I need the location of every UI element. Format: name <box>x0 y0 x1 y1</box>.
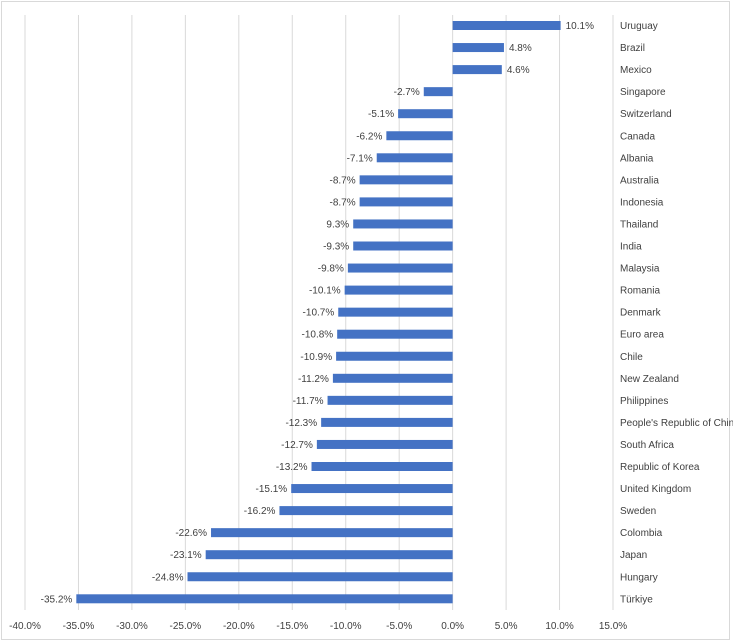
bar <box>359 197 453 207</box>
data-label: -9.3% <box>323 242 349 253</box>
data-label: -35.2% <box>41 594 73 605</box>
data-label: 9.3% <box>326 219 349 230</box>
bar <box>327 395 453 405</box>
category-label: India <box>620 242 642 253</box>
category-label: Chile <box>620 352 643 363</box>
data-label: -8.7% <box>330 197 356 208</box>
data-label: 10.1% <box>566 21 594 32</box>
category-label: Mexico <box>620 65 652 76</box>
category-label: Hungary <box>620 572 658 583</box>
bar <box>452 65 502 75</box>
data-label: -9.8% <box>318 264 344 275</box>
bar <box>337 329 453 339</box>
category-label: Denmark <box>620 308 662 319</box>
bar <box>211 528 453 538</box>
category-label: Uruguay <box>620 21 658 32</box>
data-label: -2.7% <box>394 87 420 98</box>
bar <box>423 87 453 97</box>
category-label: Romania <box>620 286 660 297</box>
category-label: Australia <box>620 175 659 186</box>
data-label: -10.8% <box>301 330 333 341</box>
category-label: South Africa <box>620 440 674 451</box>
category-label: People's Republic of China <box>620 418 733 429</box>
category-label: Brazil <box>620 43 645 54</box>
data-label: 4.6% <box>507 65 530 76</box>
bar <box>347 263 453 273</box>
category-label: Singapore <box>620 87 666 98</box>
bar <box>205 550 453 560</box>
category-label: Japan <box>620 550 647 561</box>
category-label: New Zealand <box>620 374 679 385</box>
data-label: -15.1% <box>256 484 288 495</box>
x-tick-label: -40.0% <box>9 621 41 632</box>
x-tick-label: -25.0% <box>170 621 202 632</box>
bar <box>452 43 504 53</box>
data-label: -7.1% <box>347 153 373 164</box>
bar <box>291 484 453 494</box>
bar <box>76 594 453 604</box>
data-label: -12.7% <box>281 440 313 451</box>
x-tick-label: 5.0% <box>495 621 518 632</box>
data-label: -13.2% <box>276 462 308 473</box>
data-label: -11.7% <box>293 396 324 407</box>
data-label: -12.3% <box>285 418 317 429</box>
category-label: Indonesia <box>620 197 664 208</box>
bar <box>321 417 453 427</box>
data-label: -5.1% <box>368 109 394 120</box>
bar <box>398 109 453 119</box>
bar <box>452 21 561 30</box>
data-label: -8.7% <box>330 175 356 186</box>
data-label: -11.2% <box>298 374 329 385</box>
data-label: 4.8% <box>509 43 532 54</box>
category-label: Albania <box>620 153 654 164</box>
x-tick-label: -35.0% <box>63 621 95 632</box>
x-tick-label: -10.0% <box>330 621 362 632</box>
data-label: -24.8% <box>152 572 184 583</box>
x-tick-label: -5.0% <box>386 621 412 632</box>
data-label: -10.1% <box>309 286 341 297</box>
x-tick-label: 15.0% <box>599 621 627 632</box>
data-label: -10.7% <box>303 308 335 319</box>
data-label: -10.9% <box>300 352 332 363</box>
category-label: Euro area <box>620 330 664 341</box>
bar <box>344 285 453 295</box>
category-label: Philippines <box>620 396 668 407</box>
category-label: Canada <box>620 131 655 142</box>
category-label: Türkiye <box>620 594 653 605</box>
data-label: -6.2% <box>356 131 382 142</box>
bar <box>359 175 453 185</box>
category-label: Thailand <box>620 219 658 230</box>
bar <box>187 572 453 582</box>
x-tick-label: 10.0% <box>545 621 573 632</box>
category-label: United Kingdom <box>620 484 691 495</box>
bar <box>311 462 453 471</box>
bar <box>353 219 453 229</box>
x-tick-label: 0.0% <box>441 621 464 632</box>
bar <box>338 307 453 317</box>
x-tick-label: -15.0% <box>276 621 308 632</box>
bar <box>376 153 453 163</box>
x-tick-label: -30.0% <box>116 621 148 632</box>
bar <box>316 439 453 449</box>
category-label: Republic of Korea <box>620 462 700 473</box>
data-label: -16.2% <box>244 506 276 517</box>
bar <box>336 351 453 361</box>
bar <box>279 506 453 516</box>
category-label: Malaysia <box>620 264 660 275</box>
bar <box>386 131 453 141</box>
data-label: -23.1% <box>170 550 202 561</box>
data-label: -22.6% <box>175 528 207 539</box>
bar <box>353 241 453 251</box>
category-label: Switzerland <box>620 109 672 120</box>
category-label: Colombia <box>620 528 663 539</box>
category-label: Sweden <box>620 506 656 517</box>
x-tick-label: -20.0% <box>223 621 255 632</box>
bar <box>332 373 453 383</box>
